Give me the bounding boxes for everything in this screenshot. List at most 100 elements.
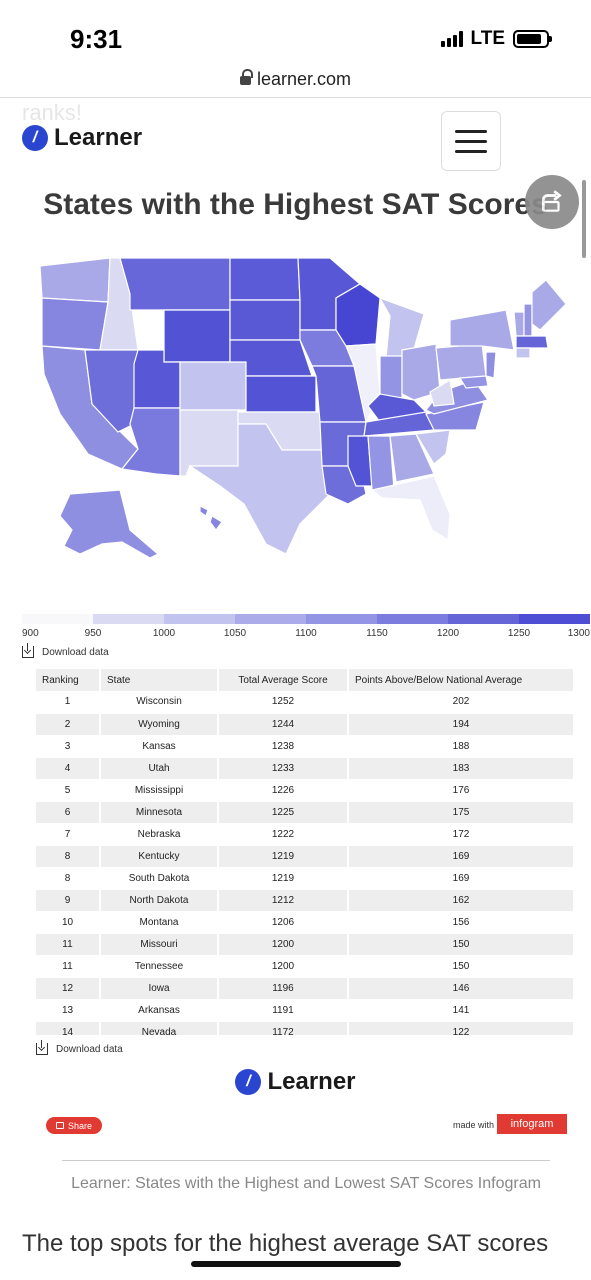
state-ohio [401, 343, 441, 401]
cell-score: 1212 [218, 889, 349, 912]
cell-ranking: 1 [36, 691, 101, 714]
embed-caption: Learner: States with the Highest and Low… [71, 1175, 541, 1192]
legend-swatch [235, 614, 306, 624]
cell-ranking: 11 [36, 933, 101, 956]
table-row: 8 South Dakota 1219 169 [36, 867, 574, 890]
cell-points: 176 [348, 779, 574, 802]
cell-ranking: 4 [36, 757, 101, 780]
cell-points: 150 [348, 933, 574, 956]
legend-swatch [448, 614, 519, 624]
hamburger-icon [455, 129, 487, 133]
infogram-badge[interactable]: infogram [497, 1114, 567, 1134]
state-texas [188, 423, 331, 555]
cell-points: 146 [348, 977, 574, 1000]
cell-points: 156 [348, 911, 574, 934]
cell-score: 1172 [218, 1021, 349, 1035]
legend-labels: 900 950 1000 1050 1100 1150 1200 1250 1300 [22, 628, 590, 642]
cell-state: Iowa [100, 977, 219, 1000]
table-row: 1 Wisconsin 1252 202 [36, 691, 574, 714]
state-massachusetts [515, 335, 549, 349]
state-alaska [59, 489, 160, 559]
legend-swatch [164, 614, 235, 624]
table-row: 11 Tennessee 1200 150 [36, 955, 574, 978]
state-vermont [513, 311, 525, 337]
state-georgia [389, 433, 435, 483]
state-wyoming [163, 309, 231, 363]
state-mississippi [347, 435, 373, 487]
state-florida [370, 475, 451, 542]
cell-state: Montana [100, 911, 219, 934]
legend-swatch [93, 614, 164, 624]
legend-swatch [306, 614, 377, 624]
cell-score: 1206 [218, 911, 349, 934]
cell-ranking: 13 [36, 999, 101, 1022]
table-row: 9 North Dakota 1212 162 [36, 889, 574, 912]
download-data-link-bottom[interactable]: Download data [36, 1040, 123, 1055]
legend-tick-label: 1200 [436, 628, 460, 639]
download-data-link-top[interactable]: Download data [22, 643, 109, 658]
cell-state: Wisconsin [100, 691, 219, 714]
menu-button[interactable] [441, 111, 501, 171]
cell-state: South Dakota [100, 867, 219, 890]
status-bar: 9:31 LTE [0, 0, 591, 60]
site-logo[interactable]: / Learner [22, 124, 142, 152]
share-icon [55, 1122, 64, 1129]
state-colorado [179, 361, 247, 411]
address-bar[interactable]: learner.com [0, 62, 591, 98]
legend-tick-label: 1100 [295, 628, 317, 639]
data-table[interactable]: Ranking State Total Average Score Points… [36, 669, 574, 1035]
cell-ranking: 2 [36, 713, 101, 736]
scrollbar[interactable] [582, 180, 586, 258]
article-heading: The top spots for the highest average SA… [22, 1230, 549, 1257]
share-label: Share [67, 1120, 93, 1131]
cell-ranking: 7 [36, 823, 101, 846]
learner-logo-icon: / [235, 1069, 262, 1095]
cell-state: Minnesota [100, 801, 219, 824]
table-row: 2 Wyoming 1244 194 [36, 713, 574, 736]
legend-tick-label: 1050 [223, 628, 247, 639]
cell-points: 169 [348, 845, 574, 868]
state-maine [531, 279, 567, 331]
cell-state: Kentucky [100, 845, 219, 868]
table-row: 12 Iowa 1196 146 [36, 977, 574, 1000]
cell-state: Nevada [100, 1021, 219, 1035]
download-label: Download data [42, 646, 109, 658]
state-north-dakota [229, 257, 301, 301]
state-montana [119, 257, 231, 311]
state-alabama [367, 435, 395, 491]
cell-score: 1233 [218, 757, 349, 780]
legend-tick-label: 900 [22, 628, 39, 639]
cell-points: 188 [348, 735, 574, 758]
home-indicator[interactable] [191, 1261, 401, 1267]
cell-points: 175 [348, 801, 574, 824]
table-row: 7 Nebraska 1222 172 [36, 823, 574, 846]
cell-ranking: 6 [36, 801, 101, 824]
status-time: 9:31 [70, 24, 123, 54]
cell-state: Mississippi [100, 779, 219, 802]
made-with-label: made with [453, 1120, 495, 1130]
cell-points: 150 [348, 955, 574, 978]
cell-points: 141 [348, 999, 574, 1022]
state-new-york [449, 309, 515, 351]
share-button[interactable]: Share [46, 1117, 102, 1134]
col-total-average-score: Total Average Score [218, 669, 349, 691]
state-kansas [245, 375, 317, 413]
download-label: Download data [56, 1043, 123, 1055]
cell-state: Arkansas [100, 999, 219, 1022]
state-new-jersey [485, 351, 497, 379]
cell-points: 172 [348, 823, 574, 846]
state-nevada [84, 349, 139, 433]
faded-text: ranks! [22, 100, 82, 125]
cell-state: Wyoming [100, 713, 219, 736]
url-text: learner.com [256, 69, 352, 89]
lock-icon [239, 68, 253, 86]
cell-score: 1225 [218, 801, 349, 824]
logo-text: Learner [54, 124, 143, 151]
cell-ranking: 9 [36, 889, 101, 912]
table-row: 6 Minnesota 1225 175 [36, 801, 574, 824]
table-row: 4 Utah 1233 183 [36, 757, 574, 780]
cell-ranking: 8 [36, 845, 101, 868]
cell-points: 183 [348, 757, 574, 780]
share-floating-button[interactable] [525, 175, 579, 229]
legend-swatch [519, 614, 590, 624]
